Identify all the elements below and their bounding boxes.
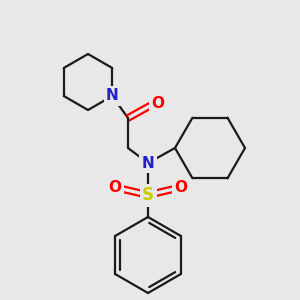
Text: N: N [142, 155, 154, 170]
Text: O: O [175, 181, 188, 196]
Text: O: O [152, 95, 164, 110]
Text: N: N [106, 88, 118, 104]
Text: O: O [109, 181, 122, 196]
Text: S: S [142, 186, 154, 204]
